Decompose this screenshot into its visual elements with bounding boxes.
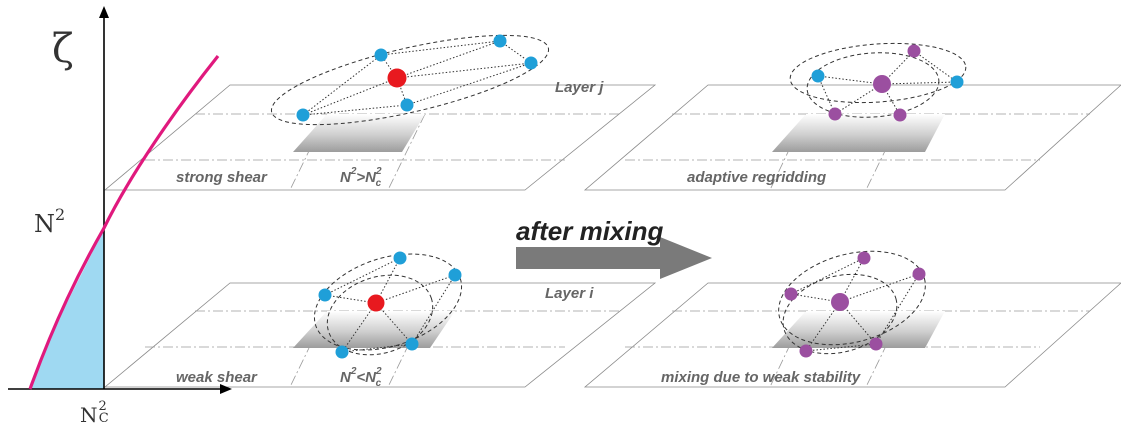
- mixing-weak-stability-caption: mixing due to weak stability: [661, 369, 861, 386]
- cluster-bottom-right: [778, 250, 926, 358]
- after-mixing-arrow: [516, 237, 712, 279]
- plane-bottom-right: [583, 282, 1121, 388]
- grid-node: [374, 48, 388, 62]
- grid-node: [393, 251, 407, 265]
- cluster-top-left: [270, 34, 550, 126]
- arrow-right-icon: [516, 237, 712, 279]
- center-node: [367, 294, 385, 312]
- n2-arrow-icon: [220, 384, 232, 394]
- layer-i-label: Layer i: [545, 285, 594, 302]
- weak-shear-condition: N2<N2 c: [340, 366, 382, 389]
- layer-j-label: Layer j: [555, 79, 604, 96]
- center-node: [387, 68, 407, 88]
- grid-node: [493, 34, 507, 48]
- plane-top-right: [583, 84, 1121, 191]
- grid-node: [318, 288, 332, 302]
- grid-node: [405, 337, 419, 351]
- zeta-label: ζ: [52, 26, 74, 72]
- grid-node: [811, 69, 825, 83]
- grid-node: [828, 107, 842, 121]
- grid-node: [784, 287, 798, 301]
- n2-profile-curve: [28, 55, 220, 390]
- grid-node: [296, 108, 310, 122]
- grid-node: [869, 337, 883, 351]
- grid-node: [912, 267, 926, 281]
- grid-node: [400, 98, 414, 112]
- grid-node: [857, 251, 871, 265]
- grid-node: [524, 56, 538, 70]
- adaptive-regridding-caption: adaptive regridding: [687, 169, 826, 186]
- zeta-arrow-icon: [99, 6, 109, 18]
- grid-node: [950, 75, 964, 89]
- stability-fill: [30, 228, 104, 389]
- cluster-top-right: [789, 42, 967, 122]
- grid-node: [907, 44, 921, 58]
- grid-node: [335, 345, 349, 359]
- profile-axes: [8, 6, 232, 394]
- after-mixing-label: after mixing: [516, 216, 663, 246]
- weak-shear-caption: weak shear: [176, 369, 258, 386]
- grid-node: [799, 344, 813, 358]
- center-node: [873, 75, 891, 93]
- n2-label: N2: [34, 205, 65, 238]
- strong-shear-condition: N2>N2 c: [340, 166, 382, 189]
- strong-shear-caption: strong shear: [176, 169, 268, 186]
- grid-node: [448, 268, 462, 282]
- cluster-bottom-left: [313, 251, 463, 359]
- nc-label: N2 C: [80, 399, 109, 426]
- grid-node: [893, 108, 907, 122]
- center-node: [831, 293, 849, 311]
